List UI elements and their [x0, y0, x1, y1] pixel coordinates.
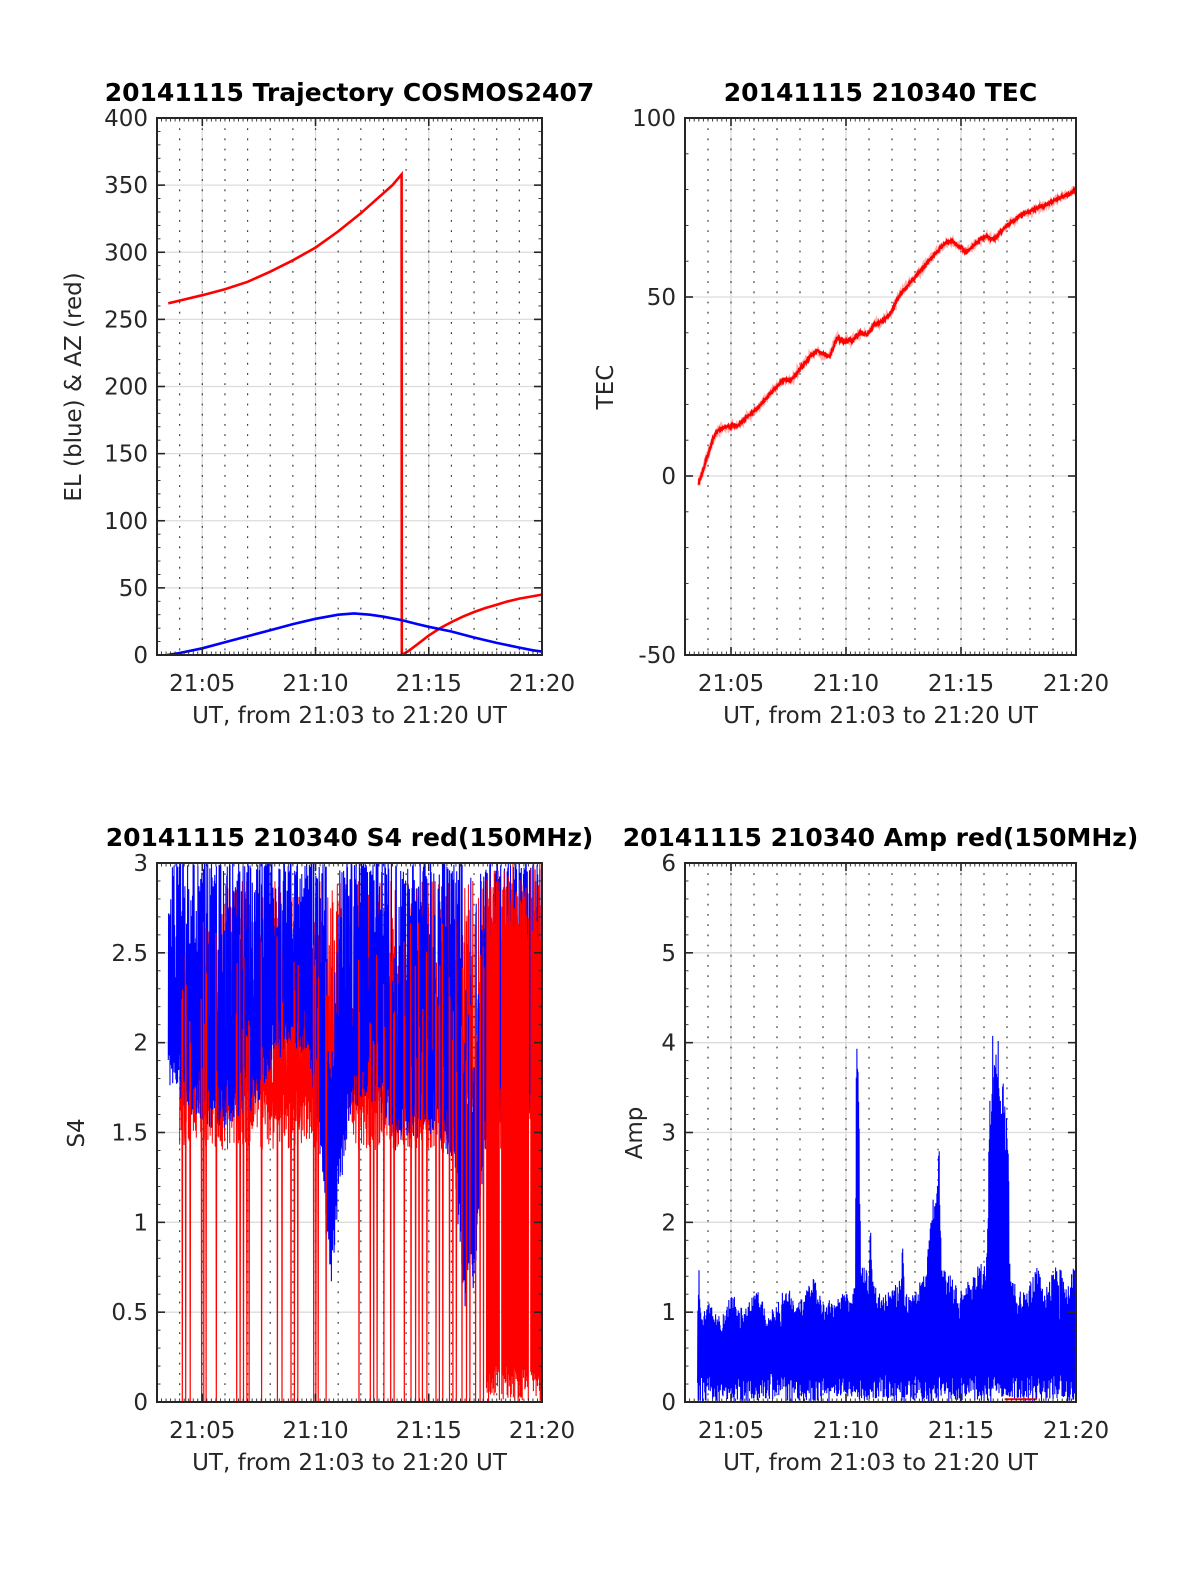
- x-tick-label: 21:05: [698, 671, 764, 697]
- amp-xlabel: UT, from 21:03 to 21:20 UT: [723, 1450, 1038, 1476]
- s4-ylabel: S4: [64, 1117, 90, 1148]
- y-tick-label: 400: [104, 106, 148, 132]
- amp-blue-line: [697, 1035, 1076, 1402]
- y-tick-label: 3: [133, 851, 148, 877]
- y-tick-label: -50: [638, 643, 676, 669]
- y-tick-label: 100: [632, 106, 676, 132]
- x-tick-label: 21:10: [813, 671, 879, 697]
- y-tick-label: 6: [661, 851, 676, 877]
- amp-series: [697, 1035, 1076, 1402]
- tec-red-line: [697, 186, 1076, 485]
- y-tick-label: 50: [647, 285, 676, 311]
- s4-red-solid-block: [485, 863, 542, 1402]
- x-tick-label: 21:10: [282, 1418, 348, 1444]
- amp-ylabel: Amp: [622, 1106, 648, 1159]
- amp-title: 20141115 210340 Amp red(150MHz): [622, 823, 1139, 852]
- trajectory-frame: 21:05 21:10 21:15 21:20 0 50 100 150 200 250 300 35…: [104, 106, 575, 697]
- y-tick-label: 250: [104, 307, 148, 333]
- x-tick-label: 21:10: [813, 1418, 879, 1444]
- trajectory-title: 20141115 Trajectory COSMOS2407: [104, 78, 595, 107]
- tec-ylabel: TEC: [593, 364, 619, 409]
- tec-series: [697, 185, 1076, 486]
- trajectory-xlabel: UT, from 21:03 to 21:20 UT: [192, 703, 507, 729]
- tec-fringe-line: [697, 185, 1076, 486]
- x-tick-label: 21:05: [169, 671, 235, 697]
- x-tick-label: 21:15: [928, 671, 994, 697]
- az-red-line: [167, 170, 542, 655]
- tec-frame: 21:05 21:10 21:15 21:20 -50 0 50 100: [632, 106, 1109, 697]
- y-tick-label: 200: [104, 375, 148, 401]
- trajectory-axes: [157, 118, 542, 655]
- x-tick-label: 21:05: [169, 1418, 235, 1444]
- y-tick-label: 100: [104, 509, 148, 535]
- y-tick-label: 0: [661, 1390, 676, 1416]
- x-tick-label: 21:20: [1043, 671, 1109, 697]
- x-tick-label: 21:20: [509, 671, 575, 697]
- tec-title: 20141115 210340 TEC: [723, 78, 1038, 107]
- x-tick-label: 21:20: [509, 1418, 575, 1444]
- y-tick-label: 50: [119, 576, 148, 602]
- y-tick-label: 2.5: [111, 941, 148, 967]
- y-tick-label: 5: [661, 941, 676, 967]
- y-tick-label: 0.5: [111, 1300, 148, 1326]
- tec-xlabel: UT, from 21:03 to 21:20 UT: [723, 703, 1038, 729]
- s4-xlabel: UT, from 21:03 to 21:20 UT: [192, 1450, 507, 1476]
- y-tick-label: 1: [133, 1210, 148, 1236]
- y-tick-label: 2: [133, 1031, 148, 1057]
- el-blue-line: [166, 612, 542, 655]
- trajectory-ylabel: EL (blue) & AZ (red): [61, 271, 87, 502]
- amp-frame: 21:05 21:10 21:15 21:20 0 1 2 3 4 5 6: [661, 851, 1109, 1444]
- tec-axes-box: [684, 117, 1077, 656]
- x-tick-label: 21:20: [1043, 1418, 1109, 1444]
- y-tick-label: 300: [104, 240, 148, 266]
- y-tick-label: 2: [661, 1210, 676, 1236]
- tec-axes: [685, 118, 1076, 655]
- s4-series: [167, 863, 542, 1402]
- x-tick-label: 21:15: [928, 1418, 994, 1444]
- y-tick-label: 0: [661, 464, 676, 490]
- y-tick-label: 150: [104, 442, 148, 468]
- x-tick-label: 21:10: [282, 671, 348, 697]
- x-tick-label: 21:15: [396, 671, 462, 697]
- y-tick-label: 1: [661, 1300, 676, 1326]
- y-tick-label: 3: [661, 1121, 676, 1147]
- y-tick-label: 0: [133, 643, 148, 669]
- y-tick-label: 0: [133, 1390, 148, 1416]
- y-tick-label: 1.5: [111, 1121, 148, 1147]
- trajectory-series: [166, 170, 542, 655]
- y-tick-label: 350: [104, 173, 148, 199]
- x-tick-label: 21:05: [698, 1418, 764, 1444]
- y-tick-label: 4: [661, 1031, 676, 1057]
- s4-frame: 21:05 21:10 21:15 21:20 0 0.5 1 1.5 2 2.5 3: [111, 851, 575, 1444]
- x-tick-label: 21:15: [396, 1418, 462, 1444]
- s4-title: 20141115 210340 S4 red(150MHz): [105, 823, 594, 852]
